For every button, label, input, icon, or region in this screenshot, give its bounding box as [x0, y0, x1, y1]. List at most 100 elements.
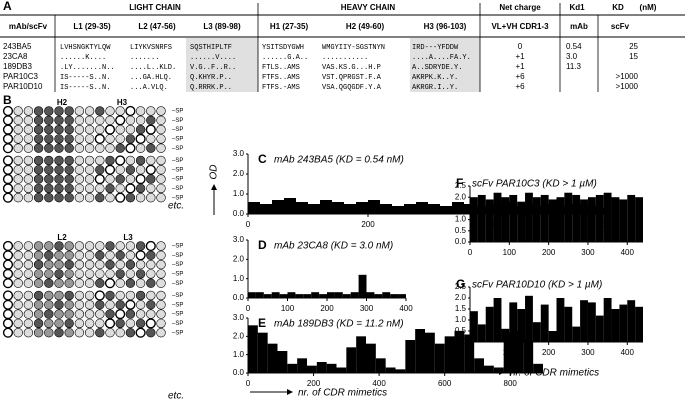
- panel-label: F: [456, 176, 463, 190]
- column-header: H2 (49-60): [346, 22, 385, 31]
- residue: [135, 278, 146, 288]
- bar: [540, 194, 549, 242]
- residue: [125, 143, 136, 154]
- residue: [95, 328, 105, 338]
- residue: [54, 115, 64, 126]
- residue: [95, 318, 105, 329]
- residue: [115, 174, 125, 184]
- bar: [611, 309, 620, 342]
- residue: [135, 155, 146, 166]
- column-header: mAb/scFv: [9, 22, 48, 31]
- residue: [33, 193, 44, 203]
- x-tick-label: 100: [503, 248, 517, 257]
- residue: [54, 290, 64, 301]
- residue: [156, 143, 166, 153]
- bar: [580, 300, 588, 342]
- bar: [271, 292, 280, 298]
- residue: [156, 115, 166, 126]
- residue: [64, 300, 74, 310]
- residue: [74, 309, 85, 319]
- residue: [64, 165, 74, 175]
- bar: [532, 322, 541, 342]
- table-cell: 189DB3: [3, 62, 32, 71]
- y-tick-label: 2.0: [233, 254, 245, 263]
- residue: [54, 328, 64, 338]
- y-tick-label: 1.5: [455, 204, 467, 213]
- bar: [267, 343, 278, 373]
- residue: [84, 134, 95, 144]
- column-header: L1 (29-35): [73, 22, 111, 31]
- table-cell: ...A.VLQ.: [130, 84, 168, 92]
- bar: [470, 311, 478, 342]
- table-cell: WMGYIIY-SGSTNYN: [322, 44, 385, 52]
- table-cell: Q.KHYR.P..: [190, 74, 232, 82]
- residue: [13, 134, 23, 144]
- bar: [587, 302, 596, 342]
- residue: [95, 165, 105, 175]
- bar: [358, 274, 367, 298]
- residue: [84, 106, 95, 116]
- residue: [33, 155, 44, 166]
- residue: [95, 250, 105, 261]
- bar: [380, 204, 392, 214]
- bar: [564, 306, 573, 342]
- residue: [13, 155, 23, 166]
- residue: [95, 309, 105, 319]
- bar: [627, 300, 636, 342]
- table-cell: .LY.......N..: [60, 64, 115, 72]
- y-tick-label: 3.0: [233, 235, 245, 244]
- residue: [156, 309, 166, 319]
- residue: [44, 290, 54, 301]
- residue: [105, 290, 115, 301]
- table-cell: +1: [515, 62, 525, 71]
- bar: [444, 336, 455, 373]
- x-tick-label: 0: [468, 248, 473, 257]
- bar: [395, 369, 406, 373]
- bar: [404, 204, 416, 214]
- residue: [125, 259, 136, 270]
- residue: [135, 300, 146, 310]
- table-cell: .......: [130, 54, 159, 62]
- residue: [125, 250, 136, 261]
- residue: [2, 250, 14, 261]
- sp-label: –SP: [172, 302, 183, 308]
- x-tick-label: 200: [542, 248, 556, 257]
- bar: [319, 294, 327, 298]
- residue: [125, 105, 136, 117]
- bar: [356, 202, 368, 214]
- group-header: KD: [612, 3, 624, 12]
- bar: [619, 199, 628, 242]
- residue: [135, 193, 146, 203]
- residue: [44, 309, 54, 319]
- table-cell: FTFS..AMS: [262, 74, 300, 82]
- bar: [572, 326, 581, 342]
- residue: [54, 165, 64, 175]
- residue: [33, 328, 44, 338]
- y-tick-label: 0.0: [233, 209, 245, 218]
- bar: [428, 204, 440, 214]
- residue: [105, 183, 115, 194]
- bar: [316, 362, 327, 373]
- residue: [44, 328, 54, 338]
- bar: [509, 302, 518, 342]
- residue: [105, 134, 115, 144]
- residue: [146, 183, 156, 194]
- residue: [125, 299, 136, 310]
- sp-label: –SP: [172, 293, 183, 299]
- bar: [517, 309, 526, 342]
- y-tick-label: 3.0: [233, 149, 245, 158]
- residue: [135, 241, 146, 251]
- y-tick-label: 1.5: [455, 304, 467, 313]
- residue: [146, 309, 156, 319]
- residue: [135, 327, 146, 338]
- residue: [64, 328, 74, 338]
- residue: [145, 240, 156, 252]
- residue: [115, 143, 125, 153]
- residue: [33, 278, 44, 288]
- sp-label: –SP: [172, 158, 183, 164]
- residue: [23, 318, 34, 329]
- residue: [105, 269, 115, 279]
- residue: [54, 259, 64, 270]
- bar: [603, 192, 612, 242]
- residue: [115, 115, 126, 126]
